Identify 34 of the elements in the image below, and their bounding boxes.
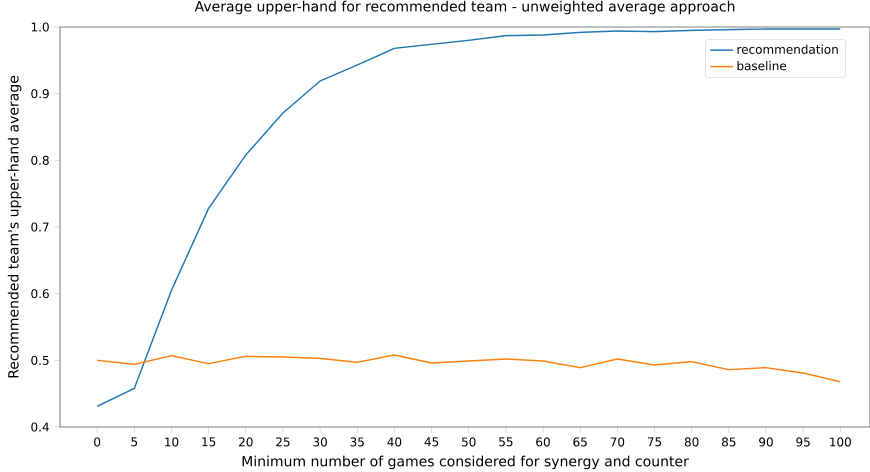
x-tick-label: 95 bbox=[796, 437, 810, 446]
x-tick-label: 90 bbox=[759, 437, 773, 446]
y-tick-label: 0.5 bbox=[31, 356, 49, 365]
x-tick-label: 50 bbox=[462, 437, 476, 446]
y-tick-label: 0.6 bbox=[31, 289, 49, 298]
x-axis-title: Minimum number of games considered for synergy and counter bbox=[242, 456, 689, 470]
x-tick-label: 70 bbox=[610, 437, 624, 446]
y-tick-label: 1.0 bbox=[32, 22, 49, 32]
x-tick-label: 0 bbox=[94, 437, 100, 446]
x-tick-label: 85 bbox=[722, 437, 736, 446]
x-tick-label: 35 bbox=[350, 437, 364, 446]
x-tick-label: 10 bbox=[165, 437, 178, 446]
y-tick-label: 0.8 bbox=[31, 156, 49, 165]
legend-label: baseline bbox=[738, 61, 786, 70]
legend-label: recommendation bbox=[738, 44, 838, 54]
x-tick-label: 100 bbox=[830, 437, 851, 446]
y-tick-label: 0.9 bbox=[31, 89, 49, 98]
x-tick-label: 25 bbox=[276, 437, 290, 446]
line-series bbox=[96, 354, 842, 382]
x-tick-label: 45 bbox=[424, 437, 438, 446]
x-tick-label: 5 bbox=[131, 437, 138, 446]
x-tick-label: 40 bbox=[387, 437, 402, 446]
y-tick-label: 0.7 bbox=[31, 222, 49, 232]
y-tick-label: 0.4 bbox=[31, 422, 49, 432]
x-tick-label: 65 bbox=[573, 437, 587, 446]
x-tick-label: 60 bbox=[536, 437, 550, 446]
x-tick-label: 75 bbox=[648, 437, 662, 446]
y-axis-title: Recommended team's upper-hand average bbox=[8, 76, 22, 378]
x-tick-label: 15 bbox=[202, 437, 216, 446]
chart-title: Average upper-hand for recommended team - unweighted average approach bbox=[194, 0, 734, 14]
x-tick-label: 20 bbox=[239, 437, 253, 446]
x-tick-label: 30 bbox=[313, 437, 327, 446]
x-tick-label: 80 bbox=[684, 437, 698, 446]
x-tick-label: 55 bbox=[499, 437, 512, 446]
